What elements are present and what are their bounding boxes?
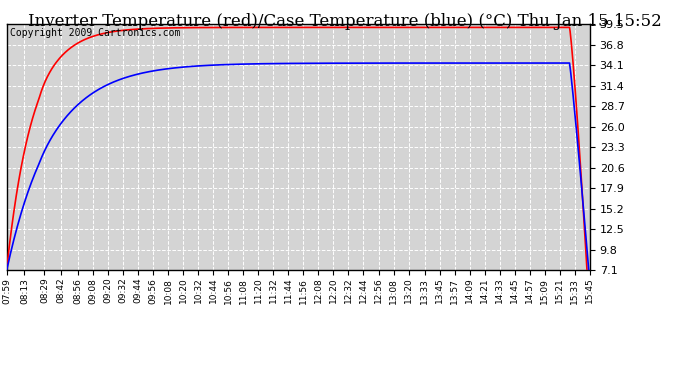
Text: Inverter Temperature (red)/Case Temperature (blue) (°C) Thu Jan 15 15:52: Inverter Temperature (red)/Case Temperat… bbox=[28, 13, 662, 30]
Text: Copyright 2009 Cartronics.com: Copyright 2009 Cartronics.com bbox=[10, 28, 180, 38]
